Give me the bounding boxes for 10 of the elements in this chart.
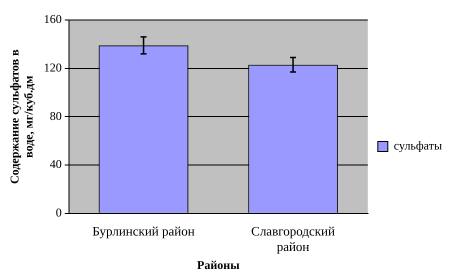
y-tick-label: 40 <box>50 157 62 172</box>
x-tick-label: Славгородский район <box>251 224 335 254</box>
y-tick-label: 80 <box>50 108 62 123</box>
y-tick-label: 120 <box>44 60 62 75</box>
legend-label: сульфаты <box>394 138 442 153</box>
y-axis-title: Содержание сульфатов в воде, мг/куб.дм <box>7 48 36 184</box>
x-axis-title: Районы <box>197 258 240 272</box>
y-tick-label: 160 <box>44 12 62 26</box>
y-tick-label: 0 <box>56 206 62 220</box>
x-tick-label: Бурлинский район <box>92 224 195 239</box>
